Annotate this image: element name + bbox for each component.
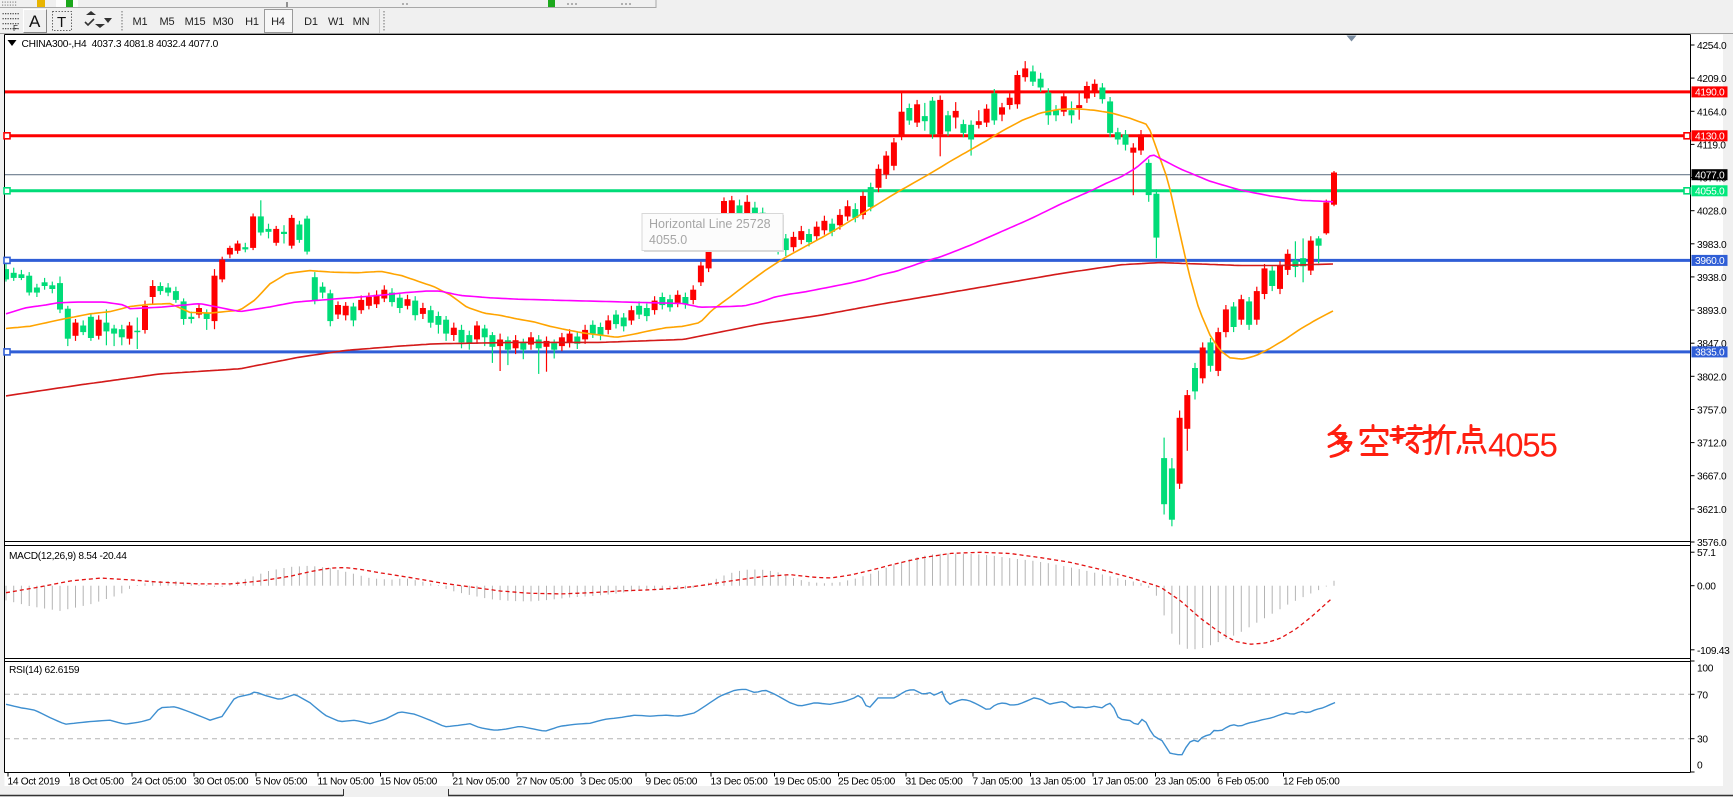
svg-text:Horizontal Line 25728: Horizontal Line 25728: [649, 217, 771, 231]
svg-text:A: A: [29, 12, 41, 31]
svg-text:24 Oct 05:00: 24 Oct 05:00: [132, 777, 187, 788]
svg-text:17 Jan 05:00: 17 Jan 05:00: [1093, 777, 1149, 788]
svg-text:5 Nov 05:00: 5 Nov 05:00: [256, 777, 308, 788]
svg-text:3712.0: 3712.0: [1697, 439, 1727, 450]
svg-text:12 Feb 05:00: 12 Feb 05:00: [1283, 777, 1340, 788]
svg-text:31 Dec 05:00: 31 Dec 05:00: [906, 777, 964, 788]
svg-text:27 Nov 05:00: 27 Nov 05:00: [517, 777, 575, 788]
svg-text:3835.0: 3835.0: [1695, 348, 1725, 359]
svg-text:MACD(12,26,9) 8.54 -20.44: MACD(12,26,9) 8.54 -20.44: [9, 551, 127, 562]
svg-text:4055: 4055: [1488, 427, 1557, 464]
svg-text:3802.0: 3802.0: [1697, 372, 1727, 383]
svg-text:57.1: 57.1: [1697, 548, 1716, 559]
svg-text:25 Dec 05:00: 25 Dec 05:00: [838, 777, 896, 788]
svg-text:4209.0: 4209.0: [1697, 74, 1727, 85]
svg-text:3576.0: 3576.0: [1697, 538, 1727, 549]
svg-text:13 Jan 05:00: 13 Jan 05:00: [1030, 777, 1086, 788]
svg-text:18 Oct 05:00: 18 Oct 05:00: [69, 777, 124, 788]
svg-text:100: 100: [1697, 663, 1714, 674]
svg-text:3960.0: 3960.0: [1695, 256, 1725, 267]
svg-text:M5: M5: [160, 16, 175, 28]
svg-text:70: 70: [1697, 690, 1708, 701]
svg-text:23 Jan 05:00: 23 Jan 05:00: [1155, 777, 1211, 788]
svg-text:11 Nov 05:00: 11 Nov 05:00: [318, 777, 375, 788]
svg-text:4164.0: 4164.0: [1697, 107, 1727, 118]
svg-text:W1: W1: [328, 16, 344, 28]
svg-text:0.00: 0.00: [1697, 582, 1716, 593]
svg-text:3 Dec 05:00: 3 Dec 05:00: [581, 777, 633, 788]
svg-text:3757.0: 3757.0: [1697, 406, 1727, 417]
svg-text:RSI(14) 62.6159: RSI(14) 62.6159: [9, 665, 80, 676]
svg-text:4130.0: 4130.0: [1695, 131, 1725, 142]
svg-text:M30: M30: [213, 16, 234, 28]
svg-text:4055.0: 4055.0: [1695, 186, 1725, 197]
svg-text:13 Dec 05:00: 13 Dec 05:00: [711, 777, 769, 788]
svg-text:H1: H1: [245, 16, 259, 28]
svg-text:F: F: [13, 24, 18, 33]
svg-text:-109.43: -109.43: [1697, 646, 1730, 657]
svg-text:4119.0: 4119.0: [1697, 140, 1726, 151]
svg-text:21 Nov 05:00: 21 Nov 05:00: [453, 777, 511, 788]
svg-text:0: 0: [1697, 760, 1703, 771]
svg-text:4254.0: 4254.0: [1697, 41, 1727, 52]
svg-text:3847.0: 3847.0: [1697, 339, 1727, 350]
svg-text:15 Nov 05:00: 15 Nov 05:00: [380, 777, 438, 788]
svg-text:MN: MN: [353, 16, 370, 28]
svg-text:3983.0: 3983.0: [1697, 240, 1727, 251]
svg-text:4028.0: 4028.0: [1697, 207, 1727, 218]
svg-text:4077.0: 4077.0: [1695, 170, 1725, 181]
svg-text:3667.0: 3667.0: [1697, 472, 1727, 483]
svg-text:CHINA300-,H4 4037.3 4081.8 40: CHINA300-,H4 4037.3 4081.8 4032.4 4077.0: [22, 39, 219, 50]
svg-text:19 Dec 05:00: 19 Dec 05:00: [774, 777, 832, 788]
svg-text:6 Feb 05:00: 6 Feb 05:00: [1218, 777, 1270, 788]
svg-text:30 Oct 05:00: 30 Oct 05:00: [194, 777, 249, 788]
svg-text:9 Dec 05:00: 9 Dec 05:00: [646, 777, 698, 788]
svg-text:M15: M15: [185, 16, 206, 28]
svg-text:4055.0: 4055.0: [649, 233, 687, 247]
svg-text:30: 30: [1697, 735, 1708, 746]
svg-text:D1: D1: [304, 16, 318, 28]
svg-text:4190.0: 4190.0: [1695, 88, 1725, 99]
svg-text:3893.0: 3893.0: [1697, 306, 1727, 317]
svg-text:14 Oct 2019: 14 Oct 2019: [8, 777, 61, 788]
svg-text:3938.0: 3938.0: [1697, 273, 1727, 284]
svg-text:H4: H4: [271, 16, 285, 28]
svg-text:M1: M1: [133, 16, 148, 28]
svg-text:3621.0: 3621.0: [1697, 505, 1727, 516]
svg-text:7 Jan 05:00: 7 Jan 05:00: [973, 777, 1024, 788]
svg-text:T: T: [57, 14, 66, 31]
